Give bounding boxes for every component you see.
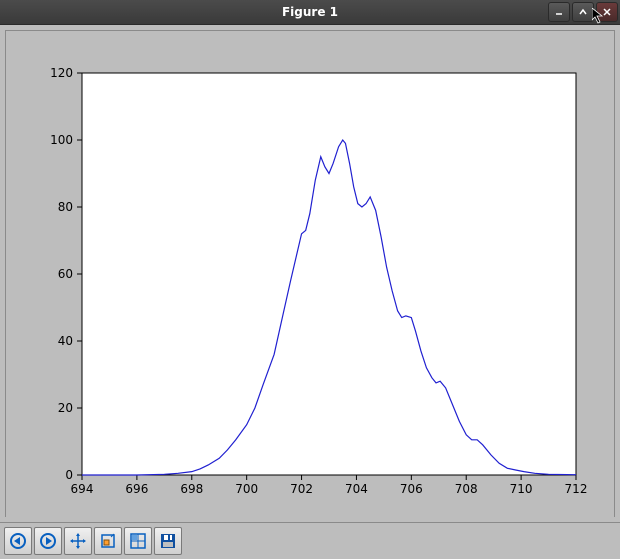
line-chart: 694 696 698 700 702 704 706 708 710 712 0 20 40 60 80 1… [6,31,614,522]
arrow-left-icon [9,532,27,550]
zoom-button[interactable] [94,527,122,555]
svg-text:700: 700 [235,482,258,496]
window-controls [548,2,618,22]
svg-text:708: 708 [455,482,478,496]
svg-text:80: 80 [58,200,73,214]
svg-text:712: 712 [565,482,588,496]
matplotlib-toolbar [0,522,620,559]
back-button[interactable] [4,527,32,555]
forward-button[interactable] [34,527,62,555]
canvas-area: 694 696 698 700 702 704 706 708 710 712 0 20 40 60 80 1… [0,25,620,522]
svg-text:694: 694 [71,482,94,496]
canvas-inner: 694 696 698 700 702 704 706 708 710 712 0 20 40 60 80 1… [5,30,615,517]
svg-text:710: 710 [510,482,533,496]
svg-text:60: 60 [58,267,73,281]
svg-text:0: 0 [65,468,73,482]
subplots-icon [129,532,147,550]
subplots-button[interactable] [124,527,152,555]
window-title: Figure 1 [0,5,620,19]
svg-text:696: 696 [125,482,148,496]
svg-text:702: 702 [290,482,313,496]
svg-text:100: 100 [50,133,73,147]
svg-text:704: 704 [345,482,368,496]
move-icon [69,532,87,550]
svg-text:20: 20 [58,401,73,415]
save-button[interactable] [154,527,182,555]
zoom-icon [99,532,117,550]
title-bar: Figure 1 [0,0,620,25]
save-icon [159,532,177,550]
close-button[interactable] [596,2,618,22]
minimize-button[interactable] [548,2,570,22]
figure-window: Figure 1 694 696 698 700 702 704 706 708 710 712 0… [0,0,620,559]
maximize-button[interactable] [572,2,594,22]
svg-text:698: 698 [180,482,203,496]
pan-button[interactable] [64,527,92,555]
arrow-right-icon [39,532,57,550]
svg-text:706: 706 [400,482,423,496]
svg-text:40: 40 [58,334,73,348]
svg-text:120: 120 [50,66,73,80]
